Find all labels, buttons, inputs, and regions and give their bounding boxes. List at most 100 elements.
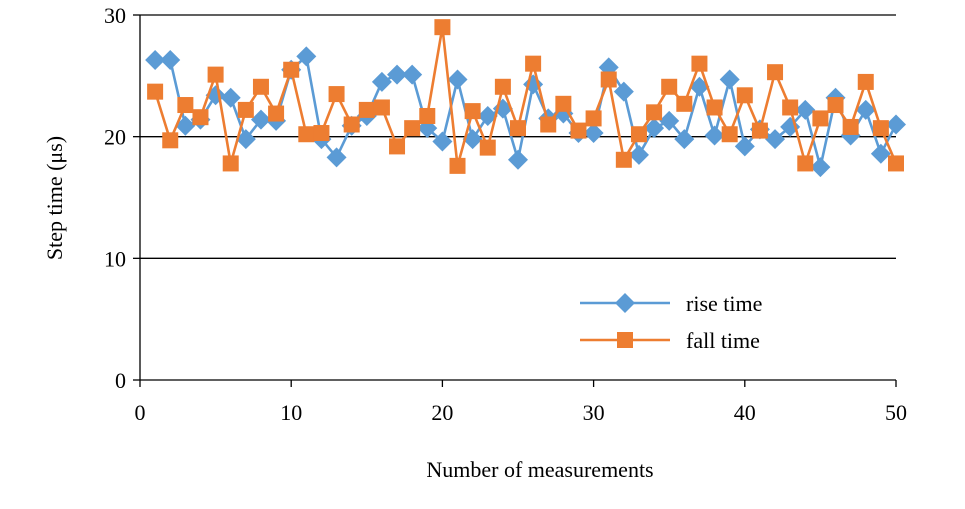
x-tick-label: 40	[734, 400, 756, 425]
fall-time-point	[358, 101, 375, 118]
rise-time-point	[704, 125, 725, 146]
x-tick-label: 20	[431, 400, 453, 425]
fall-time-point	[177, 97, 194, 114]
fall-time-point	[751, 122, 768, 139]
rise-time-point	[160, 50, 181, 71]
legend-item-rise-time: rise time	[580, 291, 762, 316]
fall-time-point	[615, 151, 632, 168]
fall-time-point	[857, 73, 874, 90]
x-tick-label: 30	[583, 400, 605, 425]
fall-time-point	[419, 107, 436, 124]
rise-time-point	[855, 99, 876, 120]
rise-time-point	[432, 131, 453, 152]
fall-time-point	[298, 126, 315, 143]
rise-time-point	[387, 64, 408, 85]
fall-time-point	[706, 99, 723, 116]
rise-time-point	[326, 147, 347, 168]
y-axis-label: Step time (μs)	[42, 136, 67, 260]
rise-time-point	[644, 118, 665, 139]
legend-marker	[615, 293, 635, 313]
fall-time-point	[646, 104, 663, 121]
fall-time-point	[389, 138, 406, 155]
fall-time-point	[676, 95, 693, 112]
y-tick-label: 0	[115, 368, 126, 393]
fall-time-point	[797, 155, 814, 172]
fall-time-point	[373, 99, 390, 116]
rise-time-point	[795, 99, 816, 120]
rise-time-point	[250, 109, 271, 130]
fall-time-point	[767, 64, 784, 81]
fall-time-point	[691, 55, 708, 72]
fall-time-point	[328, 86, 345, 103]
fall-time-point	[237, 101, 254, 118]
fall-time-point	[540, 116, 557, 133]
rise-time-point	[613, 81, 634, 102]
fall-time-point	[434, 19, 451, 36]
fall-time-point	[283, 61, 300, 78]
fall-time-line	[153, 25, 898, 168]
legend: rise time fall time	[580, 291, 762, 353]
rise-time-point	[477, 105, 498, 126]
fall-time-point	[842, 118, 859, 135]
fall-time-point	[222, 155, 239, 172]
x-tick-label: 0	[135, 400, 146, 425]
fall-time-point	[585, 110, 602, 127]
fall-time-point	[630, 126, 647, 143]
x-tick-label: 10	[280, 400, 302, 425]
fall-time-point	[570, 122, 587, 139]
fall-time-point	[872, 120, 889, 137]
rise-time-point	[508, 149, 528, 170]
rise-time-point	[371, 71, 392, 92]
rise-time-point	[734, 136, 755, 157]
rise-time-point	[145, 50, 166, 71]
fall-time-point	[147, 83, 164, 100]
tick-labels: 0 10 20 30 0 10 20 30 40 50	[104, 3, 907, 425]
y-tick-label: 10	[104, 246, 126, 271]
fall-time-point	[207, 66, 224, 83]
fall-time-point	[661, 78, 678, 95]
fall-time-point	[162, 132, 179, 149]
fall-time-point	[464, 103, 481, 120]
rise-time-point	[235, 129, 256, 150]
fall-time-point	[404, 120, 421, 137]
rise-time-point	[870, 143, 891, 164]
rise-time-point	[583, 123, 604, 144]
fall-time-point	[494, 78, 511, 95]
fall-time-point	[252, 78, 269, 95]
fall-time-point	[782, 99, 799, 116]
fall-time-point	[600, 71, 617, 88]
fall-time-point	[313, 125, 330, 142]
rise-time-point	[628, 144, 649, 165]
fall-time-point	[525, 55, 542, 72]
x-tick-label: 50	[885, 400, 907, 425]
fall-time-point	[827, 97, 844, 114]
rise-time-point	[765, 129, 786, 150]
fall-time-point	[888, 155, 904, 172]
fall-time-point	[736, 87, 753, 104]
legend-marker	[617, 332, 633, 348]
legend-item-fall-time: fall time	[580, 328, 760, 353]
fall-time-point	[721, 126, 738, 143]
rise-time-point	[175, 115, 196, 136]
rise-time-point	[886, 114, 906, 135]
axes	[133, 14, 897, 387]
fall-time-point	[192, 109, 209, 126]
fall-time-point	[268, 105, 285, 122]
y-tick-label: 30	[104, 3, 126, 28]
rise-time-point	[220, 87, 241, 108]
fall-time-point	[510, 120, 526, 137]
series-fall-time	[147, 19, 904, 174]
rise-time-point	[810, 157, 831, 178]
fall-time-point	[555, 95, 572, 112]
rise-time-point	[402, 64, 423, 85]
legend-label: rise time	[686, 291, 762, 316]
legend-label: fall time	[686, 328, 760, 353]
fall-time-point	[343, 116, 360, 133]
rise-time-point	[659, 110, 680, 131]
rise-time-point	[296, 46, 317, 67]
fall-time-point	[812, 110, 829, 127]
x-axis-label: Number of measurements	[426, 457, 653, 482]
rise-time-point	[719, 69, 740, 90]
y-tick-label: 20	[104, 125, 126, 150]
